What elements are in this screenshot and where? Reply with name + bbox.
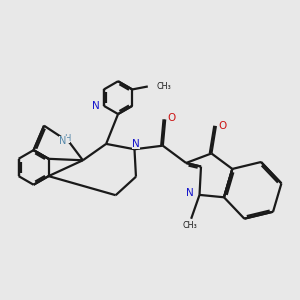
Text: N: N <box>132 140 140 149</box>
Text: N: N <box>186 188 194 198</box>
Text: O: O <box>218 121 226 131</box>
Text: H: H <box>64 134 70 143</box>
Text: CH₃: CH₃ <box>156 82 171 91</box>
Text: N: N <box>92 101 99 111</box>
Text: N: N <box>59 136 67 146</box>
Text: O: O <box>167 113 175 123</box>
Text: CH₃: CH₃ <box>182 221 197 230</box>
